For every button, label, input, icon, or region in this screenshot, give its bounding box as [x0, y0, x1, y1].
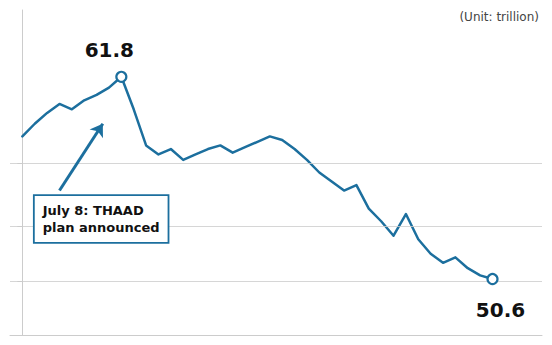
svg-text:July 8: THAAD: July 8: THAAD — [42, 203, 144, 218]
svg-text:50.6: 50.6 — [476, 298, 525, 322]
svg-text:plan announced: plan announced — [43, 220, 160, 235]
svg-text:61.8: 61.8 — [85, 38, 134, 62]
svg-text:(Unit: trillion): (Unit: trillion) — [459, 10, 539, 24]
